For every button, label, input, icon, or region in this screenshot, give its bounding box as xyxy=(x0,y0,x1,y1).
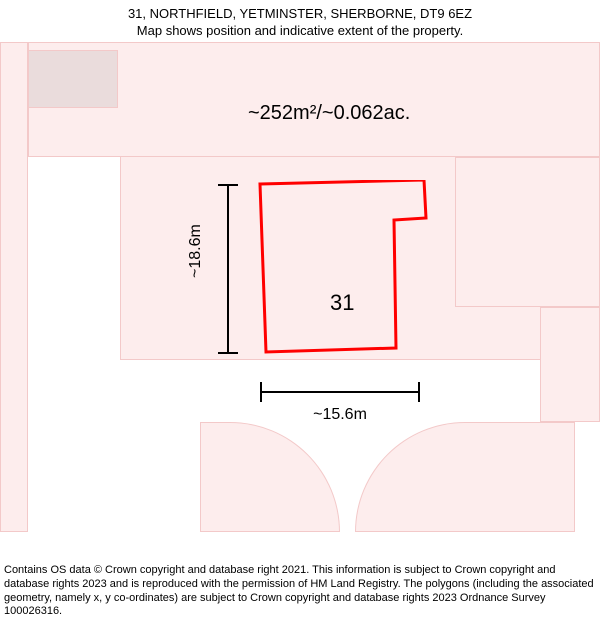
dim-width-label: ~15.6m xyxy=(313,406,367,424)
parcel-shape xyxy=(200,422,340,532)
dimension-vertical: ~18.6m xyxy=(218,184,238,354)
address-line: 31, NORTHFIELD, YETMINSTER, SHERBORNE, D… xyxy=(0,6,600,23)
dimension-horizontal: ~15.6m xyxy=(260,382,420,402)
subtitle-line: Map shows position and indicative extent… xyxy=(0,23,600,40)
area-label: ~252m²/~0.062ac. xyxy=(248,102,410,125)
property-polygon-icon xyxy=(260,180,426,352)
parcel-shape xyxy=(28,50,118,108)
dim-tick-icon xyxy=(418,382,420,402)
footer-copyright: Contains OS data © Crown copyright and d… xyxy=(4,564,596,619)
dim-line-icon xyxy=(260,391,420,393)
dim-tick-icon xyxy=(218,352,238,354)
parcel-shape xyxy=(0,42,28,532)
plot-number: 31 xyxy=(330,290,354,316)
parcel-shape xyxy=(355,422,575,532)
dim-line-icon xyxy=(227,184,229,354)
parcel-shape xyxy=(455,157,600,307)
dim-height-label: ~18.6m xyxy=(187,224,205,278)
map-area: ~252m²/~0.062ac. ~18.6m ~15.6m 31 xyxy=(0,42,600,532)
header: 31, NORTHFIELD, YETMINSTER, SHERBORNE, D… xyxy=(0,0,600,40)
property-outline xyxy=(258,180,433,360)
parcel-shape xyxy=(540,307,600,422)
